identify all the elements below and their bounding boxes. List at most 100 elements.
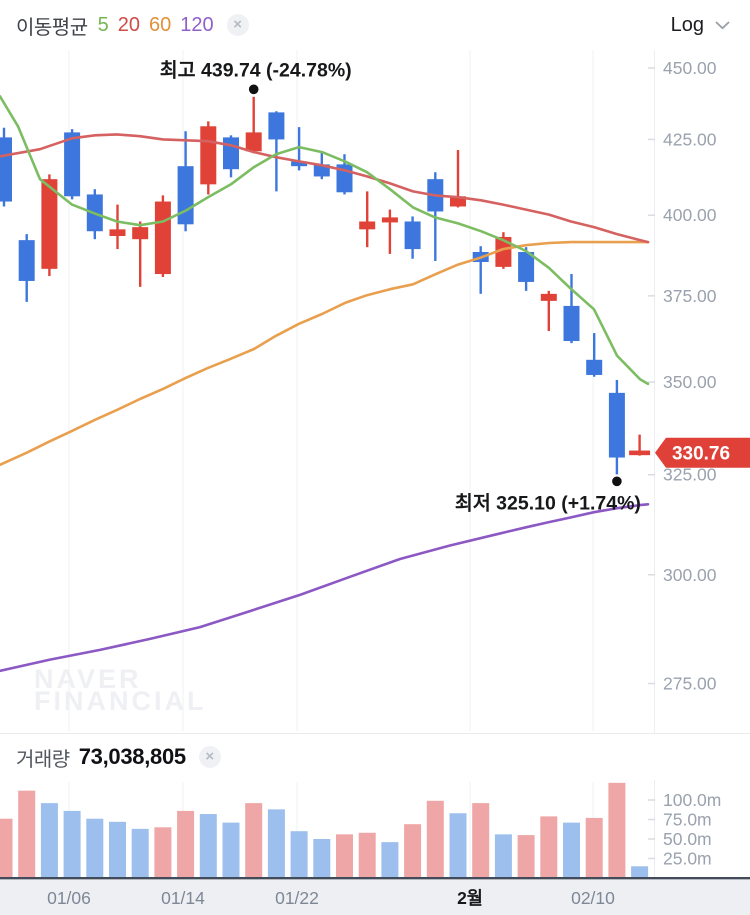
volume-bar: [517, 835, 535, 878]
candle[interactable]: [450, 150, 466, 208]
candle-body: [64, 132, 81, 197]
candle-body: [86, 194, 103, 232]
price-axis-label: 350.00: [663, 372, 717, 392]
volume-bar: [177, 810, 195, 878]
candle[interactable]: [313, 151, 330, 180]
volume-bar: [631, 866, 649, 878]
candle[interactable]: [336, 154, 353, 195]
date-axis-strip: [0, 880, 750, 915]
candle[interactable]: [64, 129, 81, 200]
volume-bar: [267, 809, 285, 878]
candle-body: [495, 236, 512, 267]
volume-value: 73,038,805: [78, 744, 186, 769]
candle-body: [41, 179, 58, 269]
candle-body: [336, 164, 353, 193]
candle[interactable]: [86, 189, 103, 240]
candle-body: [291, 161, 308, 167]
candle[interactable]: [540, 290, 557, 332]
scale-selector[interactable]: Log: [665, 0, 736, 50]
volume-bar: [381, 842, 399, 878]
price-axis-label: 275.00: [663, 674, 717, 694]
volume-close-button[interactable]: ×: [198, 746, 221, 768]
candle[interactable]: [200, 121, 217, 195]
moving-average-close-button[interactable]: ×: [226, 14, 249, 36]
volume-bar: [199, 814, 217, 878]
low-marker-dot: [612, 476, 622, 487]
volume-bar: [426, 800, 444, 878]
candle[interactable]: [629, 434, 651, 456]
volume-bar: [449, 813, 467, 878]
candle-body: [132, 227, 149, 240]
candle[interactable]: [563, 274, 580, 344]
candle[interactable]: [177, 131, 194, 232]
ma-line-120: [0, 502, 650, 673]
volume-bar: [313, 839, 331, 878]
close-icon: ×: [233, 16, 242, 33]
candle-body: [18, 240, 35, 281]
candle-body: [245, 132, 262, 152]
volume-bar: [154, 827, 172, 878]
volume-bar: [40, 803, 58, 878]
price-axis-label: 300.00: [663, 565, 717, 585]
volume-bar: [290, 831, 308, 878]
price-axis-label: 400.00: [663, 205, 717, 225]
candle[interactable]: [132, 221, 149, 287]
candle-body: [563, 305, 580, 341]
ma-period-120: 120: [180, 13, 214, 36]
volume-header: 거래량 73,038,805 ×: [0, 733, 750, 780]
price-axis-label: 325.00: [663, 465, 717, 485]
candle[interactable]: [18, 234, 35, 302]
volume-bar: [358, 832, 376, 878]
candle-close-dash: [629, 450, 651, 456]
candle-body: [518, 251, 535, 282]
candle-body: [109, 229, 126, 236]
watermark-naver: NAVER: [34, 664, 142, 694]
candle[interactable]: [381, 209, 398, 254]
volume-bar: [472, 803, 490, 878]
candle[interactable]: [223, 135, 239, 178]
volume-bar: [563, 822, 580, 878]
candle-body: [0, 137, 12, 202]
volume-axis-label: 25.0m: [663, 849, 712, 869]
candle[interactable]: [495, 232, 512, 269]
high-annotation: 최고 439.74 (-24.78%): [160, 59, 352, 81]
candle[interactable]: [427, 172, 444, 262]
candle[interactable]: [268, 111, 285, 192]
candle-body: [404, 221, 421, 250]
candle-body: [586, 359, 603, 375]
current-price-badge: [655, 437, 750, 468]
candle[interactable]: [291, 127, 308, 171]
candle[interactable]: [154, 195, 171, 278]
volume-bar: [222, 822, 240, 878]
moving-average-title: 이동평균: [16, 16, 88, 39]
ma-period-20: 20: [117, 13, 140, 36]
candle[interactable]: [245, 96, 262, 154]
candle-body: [472, 251, 489, 263]
high-marker-dot: [248, 84, 259, 95]
ma-line-60: [0, 240, 650, 467]
candle[interactable]: [359, 191, 376, 248]
moving-average-header: 이동평균 5 20 60 120 ×: [0, 0, 750, 50]
candle[interactable]: [404, 216, 421, 259]
ma-line-5: [0, 95, 650, 386]
candle[interactable]: [41, 174, 58, 277]
candle-body: [200, 126, 217, 185]
candle[interactable]: [608, 379, 625, 475]
candle-body: [268, 112, 285, 140]
candle[interactable]: [472, 246, 489, 294]
volume-bar: [494, 834, 512, 878]
low-annotation: 최저 325.10 (+1.74%): [455, 492, 641, 514]
candle[interactable]: [0, 127, 12, 207]
candle[interactable]: [109, 204, 126, 250]
candle-body: [450, 196, 466, 207]
candle-body: [154, 201, 171, 275]
volume-bar: [245, 803, 263, 878]
candle[interactable]: [518, 247, 535, 291]
volume-bar: [608, 782, 626, 878]
candle-body: [381, 217, 398, 223]
candle-body: [359, 221, 376, 230]
ma-period-5: 5: [97, 13, 109, 36]
candle[interactable]: [586, 333, 603, 377]
candle-body: [540, 293, 557, 301]
chevron-down-icon: [715, 18, 730, 33]
